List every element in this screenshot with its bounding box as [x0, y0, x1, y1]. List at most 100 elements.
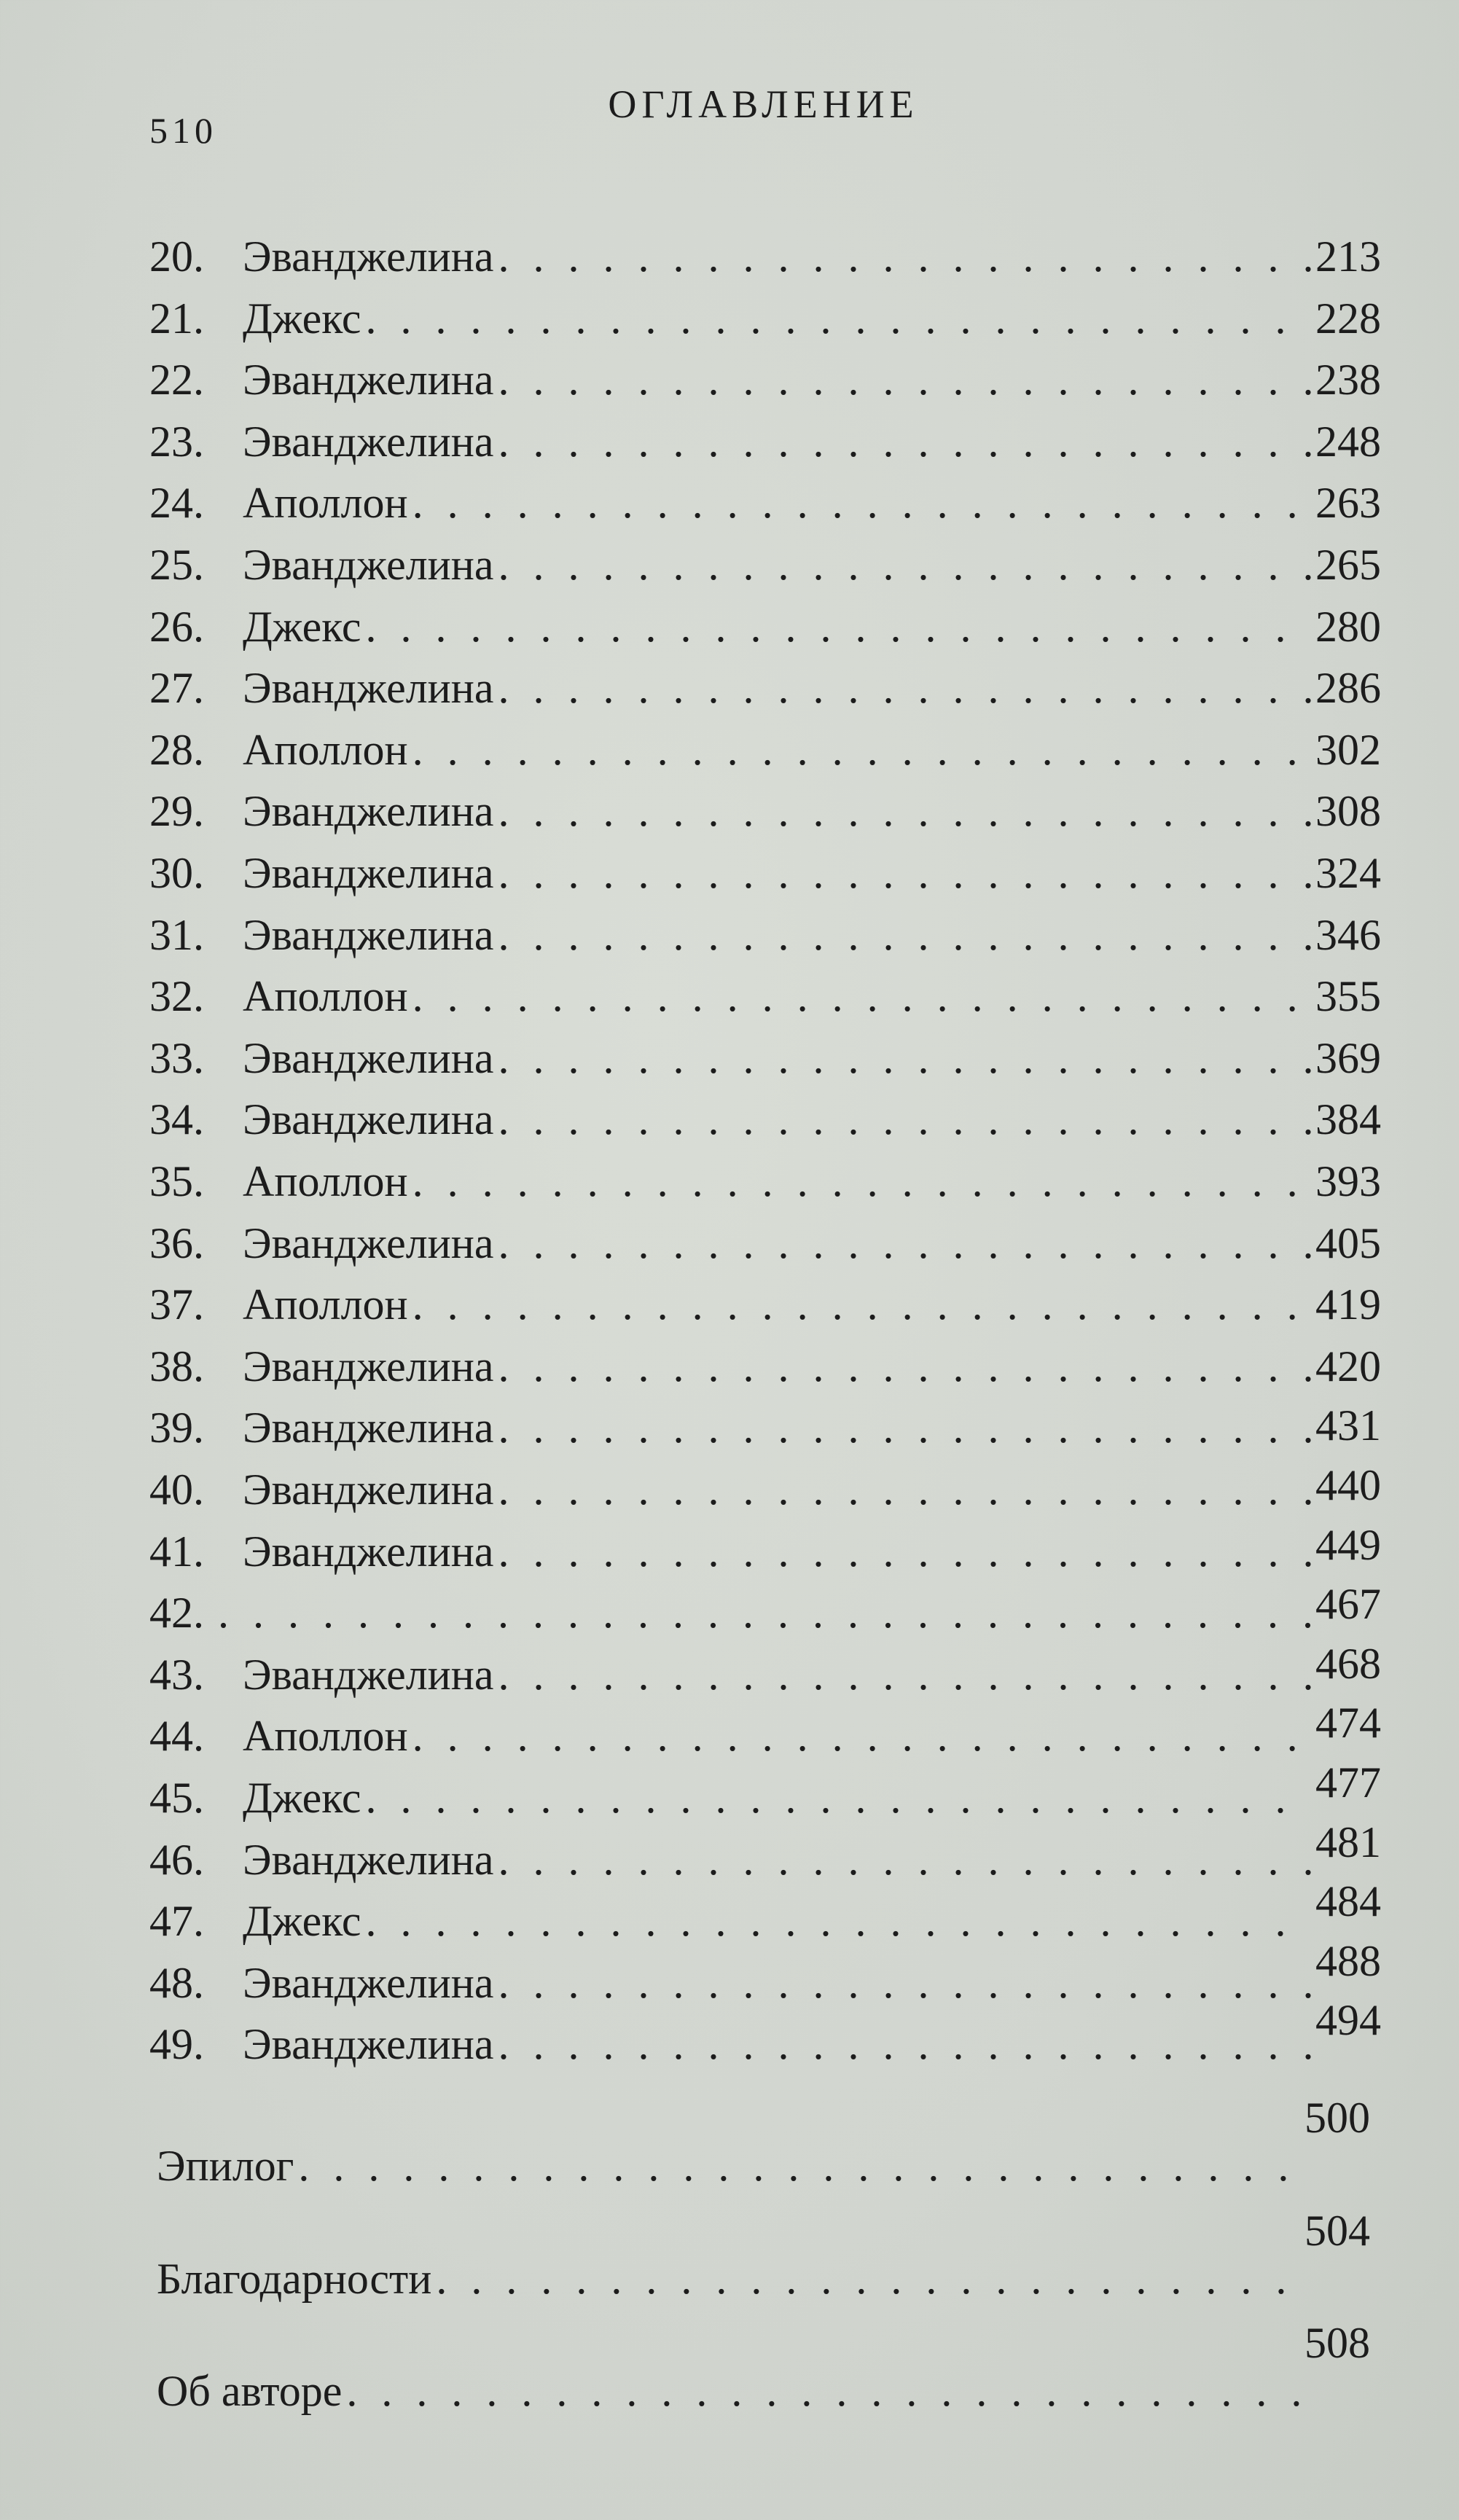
- chapter-number: 30.: [149, 849, 204, 897]
- toc-entry: 47. Джекс 484: [149, 1879, 1381, 1946]
- page-title: ОГЛАВЛЕНИЕ: [608, 82, 919, 126]
- toc-entry: 22. Эванджелина 238: [149, 358, 1381, 402]
- chapter-page: 265: [1315, 541, 1381, 589]
- chapter-title: Эванджелина: [243, 1342, 494, 1390]
- toc-entry: 40. Эванджелина 440: [149, 1463, 1381, 1511]
- chapter-title: Эванджелина: [243, 664, 494, 713]
- chapter-title: Эванджелина: [243, 1095, 494, 1144]
- chapter-page: 488: [1315, 1936, 1381, 1985]
- chapter-title: Эванджелина: [243, 1527, 494, 1576]
- chapter-page: 280: [1315, 602, 1381, 651]
- toc-entry-back-matter: Благодарности 504: [157, 2209, 1370, 2303]
- chapter-page: 346: [1315, 910, 1381, 959]
- chapter-title: Эванджелина: [243, 417, 494, 466]
- dot-leader: [498, 543, 1311, 587]
- chapter-number: 25.: [149, 541, 204, 589]
- dot-leader: [218, 1591, 1311, 1635]
- chapter-page: 302: [1315, 725, 1381, 774]
- toc-entry: 29. Эванджелина 308: [149, 789, 1381, 833]
- dot-leader: [412, 728, 1311, 772]
- chapter-page: 248: [1315, 417, 1381, 466]
- chapter-page: 308: [1315, 787, 1381, 836]
- toc-entry: 39. Эванджелина 431: [149, 1401, 1381, 1450]
- toc-entry: 44. Аполлон 474: [149, 1701, 1381, 1758]
- section-title: Об авторе: [157, 2367, 343, 2415]
- chapter-number: 49.: [149, 2020, 204, 2069]
- chapter-number: 32.: [149, 972, 204, 1021]
- chapter-number: 22.: [149, 356, 204, 404]
- chapter-page: 467: [1315, 1580, 1381, 1629]
- chapter-page: 449: [1315, 1520, 1381, 1569]
- dot-leader: [412, 1714, 1311, 1758]
- dot-leader: [366, 1776, 1311, 1820]
- chapter-number: 35.: [149, 1157, 204, 1205]
- dot-leader: [498, 420, 1311, 463]
- chapter-page: 369: [1315, 1033, 1381, 1082]
- dot-leader: [498, 1097, 1311, 1141]
- toc-entry: 48. Эванджелина 488: [149, 1939, 1381, 2005]
- dot-leader: [298, 2144, 1300, 2188]
- chapter-number: 20.: [149, 232, 204, 281]
- dot-leader: [498, 1838, 1311, 1882]
- section-page: 504: [1305, 2207, 1370, 2255]
- toc-entry: 35. Аполлон 393: [149, 1159, 1381, 1203]
- dot-leader: [498, 1406, 1311, 1449]
- chapter-title: Эванджелина: [243, 1650, 494, 1699]
- chapter-page: 355: [1315, 972, 1381, 1021]
- chapter-number: 24.: [149, 479, 204, 528]
- chapter-page: 324: [1315, 849, 1381, 897]
- chapter-title: Аполлон: [243, 972, 408, 1021]
- chapter-number: 42.: [149, 1589, 204, 1637]
- toc-entry: 21. Джекс 228: [149, 297, 1381, 340]
- toc-entry-back-matter: Об авторе 508: [157, 2321, 1370, 2415]
- chapter-number: 34.: [149, 1095, 204, 1144]
- dot-leader: [366, 605, 1311, 649]
- chapter-title: Эванджелина: [243, 2020, 494, 2069]
- dot-leader: [498, 1468, 1311, 1511]
- toc-entry: 43. Эванджелина 468: [149, 1642, 1381, 1699]
- chapter-title: Аполлон: [243, 1157, 408, 1205]
- chapter-title: Эванджелина: [243, 541, 494, 589]
- chapter-page: 419: [1315, 1280, 1381, 1329]
- dot-leader: [498, 1345, 1311, 1388]
- toc-entry: 31. Эванджелина 346: [149, 913, 1381, 957]
- chapter-title: Эванджелина: [243, 787, 494, 836]
- chapter-number: 26.: [149, 602, 204, 651]
- dot-leader: [498, 666, 1311, 710]
- chapter-title: Эванджелина: [243, 1218, 494, 1267]
- toc-entry: 36. Эванджелина 405: [149, 1221, 1381, 1265]
- chapter-title: Эванджелина: [243, 1835, 494, 1884]
- chapter-title: Джекс: [243, 602, 361, 651]
- toc-entry: 38. Эванджелина 420: [149, 1345, 1381, 1388]
- dot-leader: [412, 481, 1311, 525]
- chapter-page: 484: [1315, 1877, 1381, 1926]
- toc-entry: 33. Эванджелина 369: [149, 1036, 1381, 1080]
- chapter-page: 440: [1315, 1461, 1381, 1509]
- toc-entry: 25. Эванджелина 265: [149, 543, 1381, 587]
- chapter-number: 29.: [149, 787, 204, 836]
- toc-entry: 34. Эванджелина 384: [149, 1097, 1381, 1141]
- chapter-number: 21.: [149, 294, 204, 343]
- chapter-number: 43.: [149, 1650, 204, 1699]
- chapter-number: 36.: [149, 1218, 204, 1267]
- toc-entry: 41. Эванджелина 449: [149, 1523, 1381, 1576]
- chapter-title: Аполлон: [243, 725, 408, 774]
- chapter-page: 431: [1315, 1401, 1381, 1450]
- chapter-number: 47.: [149, 1897, 204, 1946]
- toc-entry: 27. Эванджелина 286: [149, 666, 1381, 710]
- dot-leader: [346, 2369, 1300, 2413]
- dot-leader: [412, 974, 1311, 1018]
- chapter-title: Эванджелина: [243, 849, 494, 897]
- toc-entry: 26. Джекс 280: [149, 605, 1381, 649]
- dot-leader: [498, 1530, 1311, 1573]
- toc-entry: 30. Эванджелина 324: [149, 851, 1381, 895]
- toc-entry: 45. Джекс 477: [149, 1761, 1381, 1820]
- dot-leader: [498, 1221, 1311, 1265]
- dot-leader: [412, 1283, 1311, 1326]
- chapter-title: Аполлон: [243, 1280, 408, 1329]
- page-number: 510: [149, 110, 217, 151]
- section-title: Благодарности: [157, 2255, 432, 2303]
- chapter-number: 23.: [149, 417, 204, 466]
- chapter-number: 41.: [149, 1527, 204, 1576]
